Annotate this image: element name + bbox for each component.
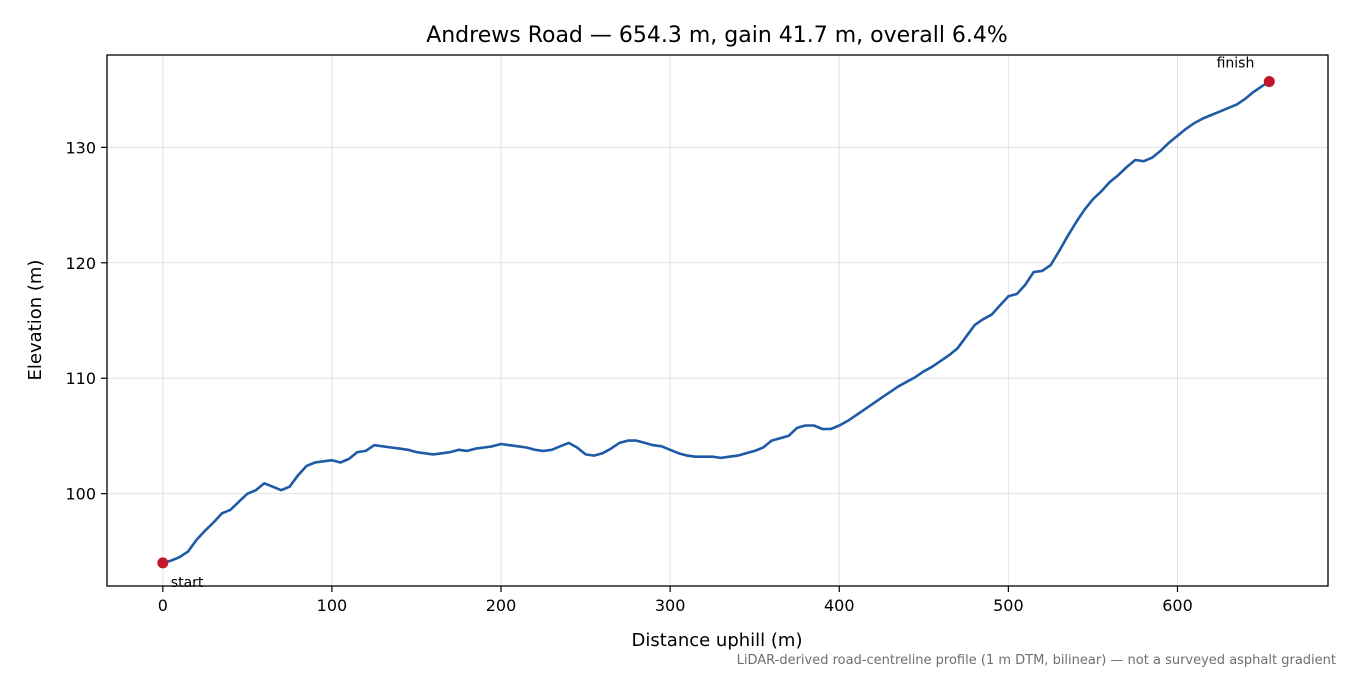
- x-tick-label: 300: [655, 596, 686, 615]
- plot-frame: [106, 54, 1329, 587]
- x-tick-label: 500: [993, 596, 1024, 615]
- x-tick-label: 100: [317, 596, 348, 615]
- chart-title: Andrews Road — 654.3 m, gain 41.7 m, ove…: [426, 23, 1008, 48]
- y-axis-label: Elevation (m): [25, 260, 46, 381]
- x-axis-ticks: 0 100 200 300 400 500 600: [158, 586, 1193, 615]
- x-tick-label: 0: [158, 596, 168, 615]
- y-axis-ticks: 100 110 120 130: [65, 138, 107, 504]
- grid: [107, 55, 1328, 586]
- elevation-line: [161, 80, 1271, 565]
- finish-marker: [1263, 76, 1275, 88]
- x-tick-label: 400: [824, 596, 855, 615]
- start-label: start: [171, 575, 204, 591]
- y-tick-label: 100: [65, 485, 96, 504]
- y-tick-label: 120: [65, 254, 96, 273]
- footnote: LiDAR-derived road-centreline profile (1…: [737, 653, 1336, 668]
- x-tick-label: 200: [486, 596, 517, 615]
- x-tick-label: 600: [1162, 596, 1193, 615]
- series-layer: [161, 80, 1271, 565]
- y-tick-label: 110: [65, 369, 96, 388]
- finish-label: finish: [1217, 56, 1255, 72]
- start-marker: [157, 557, 169, 569]
- y-tick-label: 130: [65, 138, 96, 157]
- marker-layer: start finish: [157, 56, 1275, 591]
- x-axis-label: Distance uphill (m): [632, 630, 803, 651]
